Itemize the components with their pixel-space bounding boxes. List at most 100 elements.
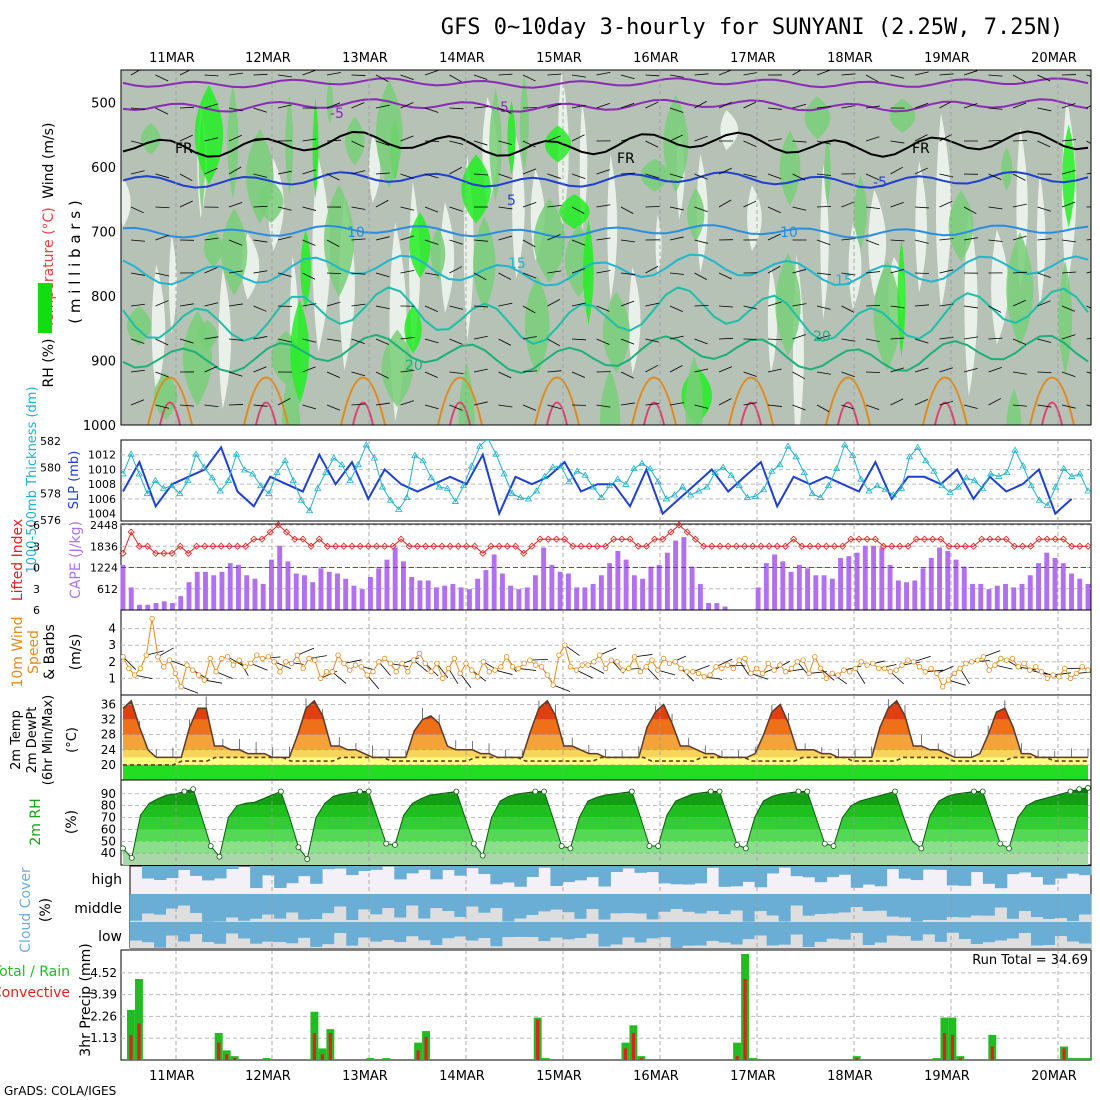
cloud-cell xyxy=(790,866,804,877)
cape-bar xyxy=(565,573,571,610)
warm-contour xyxy=(728,376,774,425)
wind-barb xyxy=(988,206,1003,210)
thickness-point xyxy=(946,488,954,495)
surface-wind-barb xyxy=(1041,671,1059,679)
wind-barb xyxy=(400,135,414,142)
cloud-clear-cell xyxy=(934,920,948,922)
wind-speed-point xyxy=(300,665,306,672)
date-label-top: 11MAR xyxy=(149,51,195,66)
wind-speed-point xyxy=(341,660,347,667)
wind-barb xyxy=(865,74,879,83)
cloud-clear-cell xyxy=(430,945,443,948)
surface-wind-barb xyxy=(971,660,990,663)
humid-area xyxy=(685,355,703,425)
wind-barb xyxy=(865,136,880,142)
cloud-clear-cell xyxy=(562,939,575,948)
cloud-clear-cell xyxy=(1054,936,1068,948)
date-label-bottom: 19MAR xyxy=(924,1069,970,1084)
humid-area xyxy=(600,368,621,425)
cloud-cell xyxy=(166,894,179,909)
lifted-index-point xyxy=(389,542,397,550)
wind-barb xyxy=(988,173,1002,180)
thickness-point xyxy=(330,454,338,461)
cloud-clear-cell xyxy=(790,905,804,922)
rh-tick-label: 80 xyxy=(101,799,116,813)
cape-bar xyxy=(227,563,233,610)
cloud-clear-cell xyxy=(850,932,864,948)
dry-area xyxy=(991,229,1009,345)
cloud-clear-cell xyxy=(430,908,443,922)
thickness-point xyxy=(638,459,646,466)
cloud-cell xyxy=(178,922,191,942)
cloud-cell xyxy=(718,894,732,915)
cape-bar xyxy=(343,578,349,610)
rh-point xyxy=(278,788,284,795)
wind-barb xyxy=(449,74,462,83)
wind-barb xyxy=(498,272,512,280)
lifted-index-point xyxy=(1084,542,1092,550)
cloud-unit-label: (%) xyxy=(38,898,54,922)
lifted-index-point xyxy=(536,535,544,543)
wind-barb xyxy=(767,368,782,373)
wind-barb xyxy=(1086,74,1091,77)
lifted-index-point xyxy=(1035,535,1043,543)
wind-barb xyxy=(767,173,782,180)
pressure-tick-label: 800 xyxy=(91,290,116,305)
wind-barb xyxy=(547,270,562,274)
lifted-index-point xyxy=(659,535,667,543)
wind-barb xyxy=(155,371,169,378)
lifted-index-point xyxy=(127,528,135,536)
cloud-clear-cell xyxy=(694,913,707,922)
wind-speed-point xyxy=(788,665,795,672)
cape-bar xyxy=(409,577,415,610)
wind-barb xyxy=(669,272,684,275)
cloud-cell xyxy=(430,922,443,946)
lifted-index-point xyxy=(814,542,822,550)
cloud-cell xyxy=(322,894,335,914)
lifted-index-point xyxy=(184,549,192,557)
wind-barb xyxy=(571,338,586,341)
thickness-point xyxy=(346,476,354,483)
wind-speed-point xyxy=(719,665,725,672)
cloud-cell xyxy=(202,922,215,943)
cloud-cell xyxy=(802,894,816,916)
wind-barb xyxy=(841,305,855,313)
wind-speed-point xyxy=(864,662,870,668)
cloud-cell xyxy=(694,866,707,884)
cloud-cell xyxy=(550,866,563,887)
wind-barb xyxy=(228,303,243,307)
wind-barb xyxy=(130,206,144,214)
cloud-cell xyxy=(142,866,155,879)
lifted-index-point xyxy=(1019,542,1027,550)
cloud-clear-cell xyxy=(1078,914,1092,922)
thickness-point xyxy=(678,483,687,490)
thickness-point xyxy=(492,450,500,457)
wind-barb xyxy=(130,107,145,110)
rh-point xyxy=(181,788,188,795)
cloud-cell xyxy=(886,866,900,870)
wind-speed-point xyxy=(410,657,417,663)
humid-area xyxy=(323,184,355,298)
cloud-cell xyxy=(454,922,467,937)
wind-barb xyxy=(792,269,807,274)
wind-barb xyxy=(253,366,267,373)
cloud-cell xyxy=(586,922,599,934)
cloud-clear-cell xyxy=(514,918,527,922)
cloud-cell xyxy=(790,894,804,906)
thickness-point xyxy=(151,476,160,483)
wind-speed-point xyxy=(602,665,609,672)
cloud-cell xyxy=(454,894,467,917)
thickness-point xyxy=(362,441,370,448)
wind-barb xyxy=(571,371,586,378)
cloud-cell xyxy=(886,894,900,917)
wind-barb xyxy=(645,140,659,148)
cape-bar xyxy=(895,580,901,610)
wind-label-line2: Speed xyxy=(26,630,42,674)
thickness-point xyxy=(443,484,452,491)
surface-wind-barb xyxy=(599,647,617,656)
cloud-cell xyxy=(1018,922,1032,934)
wind-barb xyxy=(963,404,978,409)
wind-barb xyxy=(1037,272,1051,278)
wind-barb xyxy=(155,404,170,409)
cloud-cell xyxy=(754,866,768,888)
